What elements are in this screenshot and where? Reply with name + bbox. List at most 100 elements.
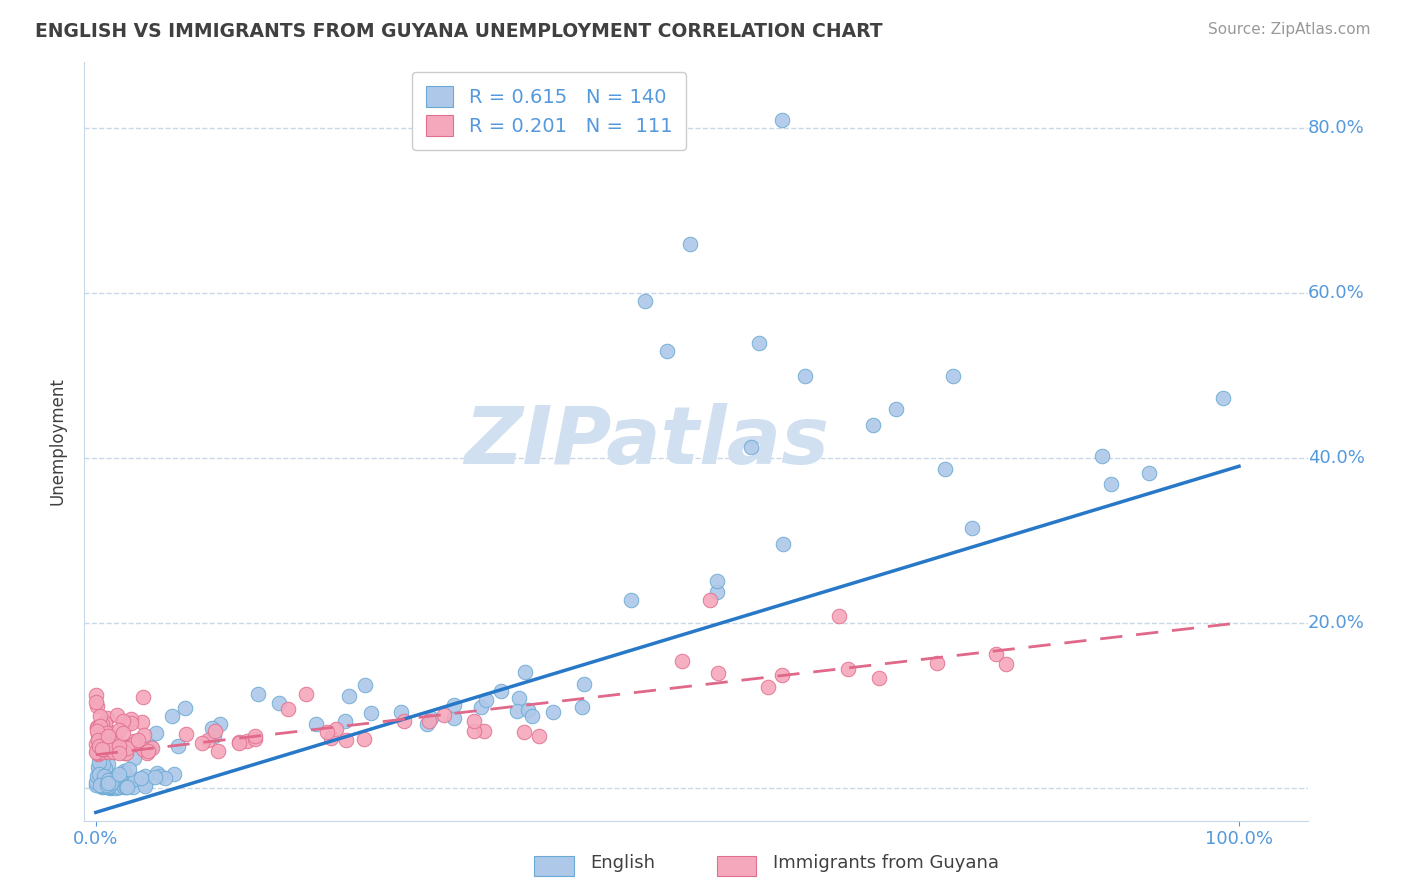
Point: [862, 418, 884, 433]
Point: [86, 747, 108, 761]
Point: [117, 762, 139, 776]
Point: [98, 780, 121, 795]
Point: [97, 745, 120, 759]
Point: [620, 593, 643, 607]
Point: [572, 676, 595, 690]
Point: [97, 776, 120, 790]
Point: [433, 708, 456, 723]
Point: [120, 716, 142, 731]
Point: [793, 368, 815, 383]
Point: [994, 657, 1017, 672]
Point: [107, 770, 129, 784]
Point: [91, 780, 114, 794]
Point: [707, 665, 730, 680]
Point: [706, 585, 728, 599]
Point: [87, 766, 110, 780]
Point: [489, 683, 512, 698]
Point: [472, 724, 495, 739]
Point: [706, 574, 728, 589]
Point: [93, 769, 115, 783]
Point: [112, 780, 135, 795]
Legend: R = 0.615   N = 140, R = 0.201   N =  111: R = 0.615 N = 140, R = 0.201 N = 111: [412, 72, 686, 150]
Text: 60.0%: 60.0%: [1308, 285, 1364, 302]
Point: [122, 751, 145, 765]
Point: [1137, 466, 1160, 480]
Point: [108, 739, 131, 754]
Point: [97, 780, 120, 795]
Point: [202, 729, 225, 743]
Point: [134, 768, 156, 782]
Point: [243, 729, 266, 743]
Point: [111, 714, 134, 728]
Point: [506, 704, 529, 718]
Point: [571, 699, 593, 714]
Point: [93, 772, 115, 787]
Point: [87, 739, 110, 754]
Point: [86, 769, 108, 783]
Point: [163, 767, 186, 781]
Point: [758, 680, 780, 694]
Point: [91, 774, 114, 789]
Point: [160, 709, 183, 723]
Point: [111, 778, 134, 792]
Point: [543, 705, 565, 719]
Point: [89, 760, 111, 774]
Point: [837, 662, 859, 676]
Point: [86, 737, 108, 751]
Point: [98, 744, 121, 758]
Point: [671, 654, 693, 668]
Point: [122, 780, 145, 794]
Point: [94, 778, 117, 792]
Point: [315, 725, 337, 739]
Point: [319, 731, 342, 745]
Point: [153, 772, 176, 786]
Point: [100, 772, 122, 787]
Point: [89, 742, 111, 756]
Point: [475, 692, 498, 706]
Point: [104, 780, 127, 795]
Point: [112, 766, 135, 780]
Point: [135, 746, 157, 760]
Point: [132, 728, 155, 742]
Point: [110, 742, 132, 756]
Point: [115, 779, 138, 793]
Point: [100, 776, 122, 790]
Point: [97, 774, 120, 789]
Point: [149, 769, 172, 783]
Point: [942, 368, 965, 383]
Point: [392, 714, 415, 728]
Point: [127, 732, 149, 747]
Point: [94, 772, 117, 786]
Point: [91, 745, 114, 759]
Point: [115, 740, 138, 755]
Point: [86, 777, 108, 791]
Point: [97, 779, 120, 793]
Point: [87, 755, 110, 769]
Point: [91, 779, 114, 793]
Point: [679, 236, 702, 251]
Point: [89, 778, 111, 792]
Point: [145, 771, 167, 785]
Point: [91, 780, 114, 794]
Point: [209, 716, 232, 731]
Point: [243, 731, 266, 746]
Point: [927, 657, 949, 671]
Point: [389, 705, 412, 719]
Point: [97, 743, 120, 757]
Point: [228, 736, 250, 750]
Point: [101, 735, 124, 749]
Point: [105, 779, 128, 793]
Point: [84, 689, 107, 703]
Point: [207, 744, 229, 758]
Point: [191, 736, 214, 750]
Point: [103, 772, 125, 787]
Point: [520, 709, 543, 723]
Point: [96, 744, 118, 758]
Point: [748, 335, 770, 350]
Point: [418, 714, 440, 729]
Point: [100, 780, 122, 795]
Point: [112, 764, 135, 778]
Point: [100, 775, 122, 789]
Point: [89, 709, 111, 723]
Text: English: English: [591, 855, 655, 872]
